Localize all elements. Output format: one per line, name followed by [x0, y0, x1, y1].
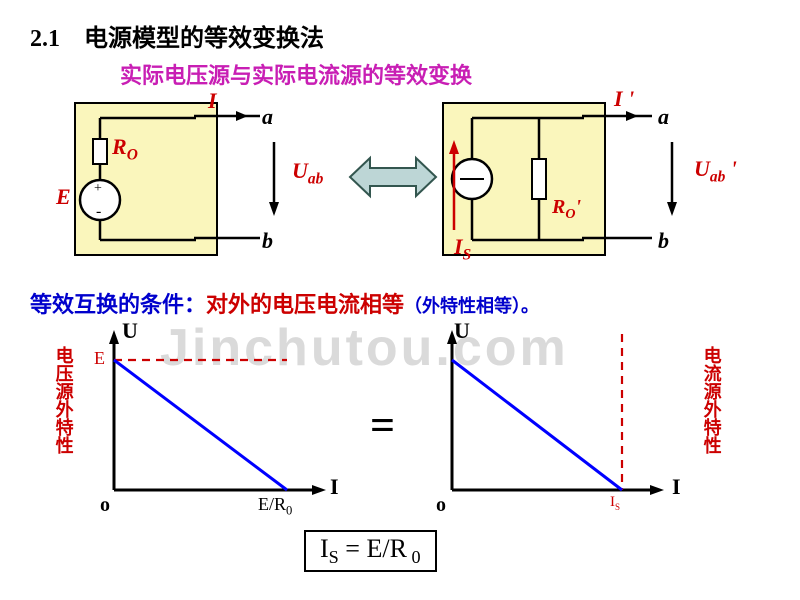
current-source-graph: [430, 330, 670, 520]
label-a-right: a: [658, 104, 669, 130]
Uab-sub: ab: [308, 170, 323, 187]
label-a-left: a: [262, 104, 273, 130]
formula-lhs-sub: S: [329, 547, 339, 567]
Is-text: I: [454, 234, 463, 259]
label-Uab-right: Uab ': [694, 156, 737, 186]
graph-right-side-label: 电流源外特性: [700, 346, 722, 454]
condition-line: 等效互换的条件：对外的电压电流相等（外特性相等）。: [30, 287, 539, 319]
label-E-left: E: [56, 184, 71, 210]
graph-right-I: I: [672, 474, 681, 500]
section-title: 电源模型的等效变换法: [84, 26, 324, 52]
section-number: 2.1: [30, 26, 60, 52]
formula-eq: = E/R: [339, 534, 407, 563]
equals-sign: =: [370, 400, 395, 451]
Uab-text: U: [292, 158, 308, 183]
label-I-left: I: [208, 88, 217, 114]
label-Is-right: IS: [454, 234, 471, 264]
formula-box: IS = E/R 0: [304, 530, 437, 572]
label-Ro-left: RO: [112, 134, 138, 164]
equiv-arrow-icon: [348, 152, 438, 202]
Ro-text: R: [112, 134, 127, 159]
label-Ro-right: RO': [552, 196, 581, 223]
graph-left-side-label: 电压源外特性: [52, 346, 74, 454]
Ror-sub: O: [565, 207, 575, 222]
Uabr-prime: ': [725, 156, 737, 181]
cond-label: 等效互换的条件：: [30, 292, 206, 317]
label-b-left: b: [262, 228, 273, 254]
formula-rsub: 0: [407, 547, 421, 567]
Ir-prime: ': [623, 86, 635, 111]
label-I-right: I ': [614, 86, 634, 112]
Uabr-text: U: [694, 156, 710, 181]
Ir-text: I: [614, 86, 623, 111]
voltage-source-graph: [92, 330, 332, 520]
label-b-right: b: [658, 228, 669, 254]
Ror-text: R: [552, 196, 565, 218]
Is-sub: S: [463, 246, 472, 263]
cond-main: 对外的电压电流相等: [206, 292, 404, 317]
cond-note: （外特性相等）。: [404, 296, 539, 316]
subtitle-text: 实际电压源与实际电流源的等效变换: [120, 63, 472, 88]
Ror-prime: ': [575, 196, 581, 218]
label-Uab-left: Uab: [292, 158, 323, 188]
Ro-sub: O: [127, 146, 138, 163]
Uabr-sub: ab: [710, 168, 725, 185]
section-heading: 2.1 电源模型的等效变换法: [30, 18, 324, 53]
formula-lhs: I: [320, 534, 329, 563]
subtitle: 实际电压源与实际电流源的等效变换: [120, 58, 472, 90]
